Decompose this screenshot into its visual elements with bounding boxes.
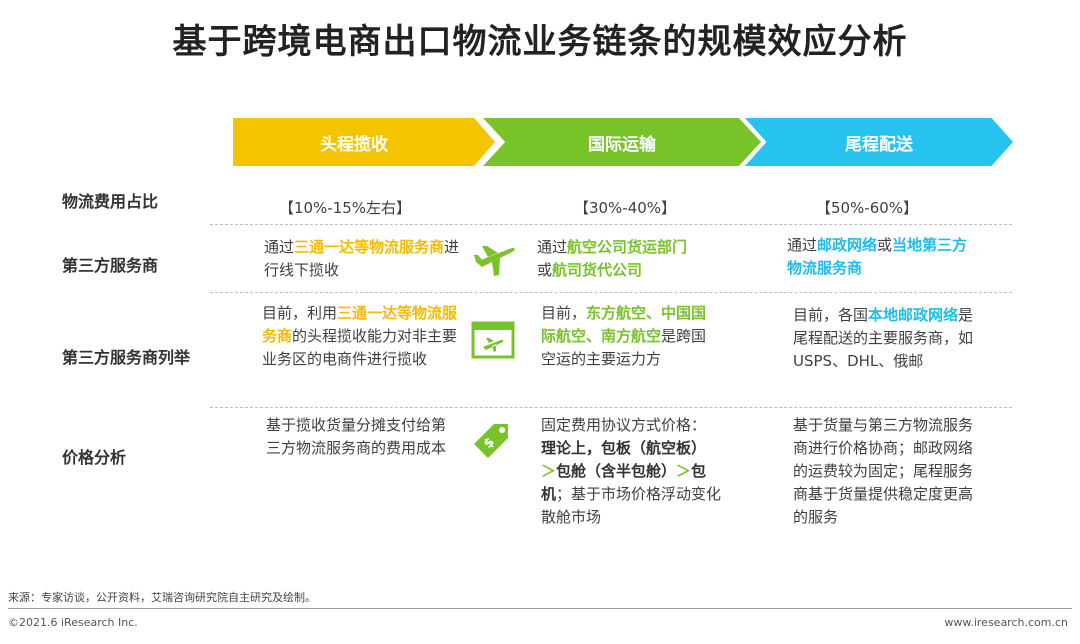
text: 目前，利用	[262, 304, 338, 322]
provider-first-mile: 通过三通一达等物流服务商进行线下揽收	[264, 236, 464, 282]
page-title: 基于跨境电商出口物流业务链条的规模效应分析	[172, 22, 908, 62]
highlight-text: 三通一达等物流服务商	[262, 304, 458, 345]
cost-share-international: 【30%-40%】	[573, 199, 677, 217]
highlight-text: 航空公司货运部门	[567, 238, 688, 256]
text: 通过	[787, 236, 818, 254]
text: 进行线下揽收	[264, 238, 460, 279]
bold-text: 包机	[541, 462, 707, 503]
footer-divider	[8, 608, 1072, 609]
stage-international-transport: 国际运输	[483, 118, 761, 166]
text: ；基于市场价格浮动变化散舱市场	[541, 485, 722, 526]
text: 的头程揽收能力对非主要业务区的电商件进行揽收	[262, 327, 458, 368]
price-tag-icon: $	[474, 424, 508, 458]
copyright: ©2021.6 iResearch Inc.	[8, 616, 138, 629]
provider-list-last-mile: 目前，各国本地邮政网络是尾程配送的主要服务商，如USPS、DHL、俄邮	[793, 304, 978, 373]
boarding-pass-icon	[471, 321, 515, 359]
source-note: 来源：专家访谈，公开资料，艾瑞咨询研究院自主研究及绘制。	[8, 591, 316, 604]
text: 或	[537, 261, 553, 279]
bold-text: 包舱（含半包舱）	[556, 462, 677, 480]
price-first-mile: 基于揽收货量分摊支付给第三方物流服务商的费用成本	[266, 416, 447, 457]
highlight-text: 三通一达等物流服务商	[294, 238, 445, 256]
text: 目前，各国	[793, 306, 869, 324]
cost-share-first-mile: 【10%-15%左右】	[278, 199, 412, 217]
text: 目前，	[541, 304, 587, 322]
provider-list-international: 目前，东方航空、中国国际航空、南方航空是跨国空运的主要运力方	[541, 302, 711, 371]
highlight-text: 邮政网络	[817, 236, 878, 254]
row-divider	[210, 224, 1012, 225]
highlight-text: 航司货代公司	[552, 261, 643, 279]
row-divider	[210, 292, 1012, 293]
greater-than-sign: ＞	[541, 462, 557, 480]
highlight-text: 东方航空、中国国际航空、南方航空	[541, 304, 707, 345]
row-label-price: 价格分析	[62, 448, 127, 467]
text: 是跨国空运的主要运力方	[541, 327, 707, 368]
highlight-text: 本地邮政网络	[868, 306, 959, 324]
row-label-provider-list: 第三方服务商列举	[62, 348, 191, 367]
website-link[interactable]: www.iresearch.com.cn	[944, 616, 1068, 629]
text: 或	[877, 236, 893, 254]
text: 通过	[537, 238, 568, 256]
stage-label: 尾程配送	[845, 134, 913, 155]
text: 固定费用协议方式价格：	[541, 416, 707, 434]
text: 通过	[264, 238, 295, 256]
row-divider	[210, 407, 1012, 408]
cost-share-last-mile: 【50%-60%】	[815, 199, 919, 217]
provider-list-first-mile: 目前，利用三通一达等物流服务商的头程揽收能力对非主要业务区的电商件进行揽收	[262, 302, 472, 371]
greater-than-sign: ＞	[676, 462, 692, 480]
bold-text: 理论上，包板（航空板）	[541, 439, 707, 457]
row-label-provider: 第三方服务商	[62, 256, 159, 275]
airplane-icon	[474, 246, 515, 276]
text: 是尾程配送的主要服务商，如USPS、DHL、俄邮	[793, 306, 974, 370]
row-label-cost-share: 物流费用占比	[62, 192, 159, 211]
provider-international: 通过航空公司货运部门 或航司货代公司	[537, 236, 737, 282]
stage-label: 头程揽收	[320, 134, 388, 155]
stage-last-mile: 尾程配送	[745, 118, 1013, 166]
stage-label: 国际运输	[588, 134, 656, 155]
price-international: 固定费用协议方式价格： 理论上，包板（航空板） ＞包舱（含半包舱）＞包机；基于市场价…	[541, 414, 731, 529]
highlight-text: 当地第三方物流服务商	[787, 236, 968, 277]
provider-last-mile: 通过邮政网络或当地第三方物流服务商	[787, 234, 977, 280]
price-last-mile: 基于货量与第三方物流服务商进行价格协商；邮政网络的运费较为固定；尾程服务商基于货…	[793, 416, 974, 526]
stage-first-mile: 头程揽收	[233, 118, 495, 166]
